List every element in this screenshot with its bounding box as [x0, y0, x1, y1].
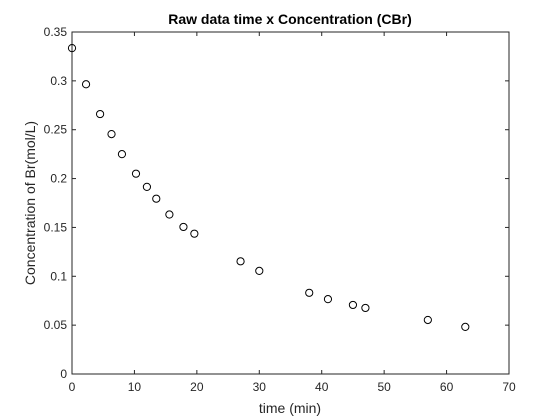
- plot-area: [71, 31, 510, 375]
- x-tick-label: 70: [502, 380, 516, 394]
- data-point: [165, 210, 174, 219]
- x-axis-label: time (min): [259, 400, 321, 416]
- data-point: [236, 257, 245, 266]
- y-tick-label: 0.05: [44, 318, 68, 332]
- y-tick-label: 0.15: [44, 220, 68, 234]
- x-tick-label: 50: [377, 380, 391, 394]
- x-tick-label: 10: [128, 380, 142, 394]
- chart-title: Raw data time x Concentration (CBr): [168, 11, 411, 27]
- data-point: [461, 322, 470, 332]
- data-point: [190, 229, 199, 238]
- y-tick-label: 0.25: [44, 123, 68, 137]
- data-point: [361, 303, 370, 313]
- data-point: [152, 194, 161, 203]
- data-point: [107, 130, 116, 139]
- x-tick-label: 60: [440, 380, 454, 394]
- data-point: [305, 288, 314, 297]
- y-tick-label: 0.3: [50, 74, 67, 88]
- x-tick-label: 20: [190, 380, 204, 394]
- y-tick-label: 0.2: [50, 172, 67, 186]
- y-axis-label: Concentration of Br(mol/L): [22, 121, 38, 285]
- data-point: [423, 315, 432, 325]
- data-point: [95, 109, 105, 119]
- data-points: [67, 44, 470, 332]
- x-tick-label: 30: [253, 380, 267, 394]
- data-point: [323, 295, 333, 304]
- x-tick-label: 40: [315, 380, 329, 394]
- x-axis-ticks: 0 10 20 30 40 50 60 70: [69, 32, 516, 394]
- y-axis-ticks: 0 0.05 0.1 0.15 0.2 0.25 0.3 0.35: [44, 25, 509, 381]
- y-tick-label: 0.1: [50, 269, 67, 283]
- data-point: [179, 222, 188, 232]
- y-tick-label: 0.35: [44, 25, 68, 39]
- data-point: [117, 150, 127, 159]
- data-point: [348, 300, 358, 310]
- data-point: [142, 182, 152, 191]
- y-tick-label: 0: [60, 367, 67, 381]
- data-point: [131, 169, 141, 178]
- data-point: [255, 266, 264, 276]
- data-point: [67, 44, 77, 53]
- x-tick-label: 0: [69, 380, 76, 394]
- data-point: [81, 80, 91, 89]
